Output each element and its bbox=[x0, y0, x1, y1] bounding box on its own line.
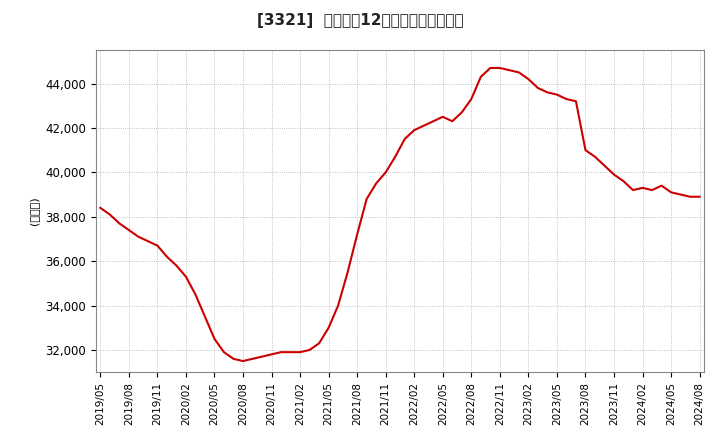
Text: [3321]  売上高の12か月移動合計の推移: [3321] 売上高の12か月移動合計の推移 bbox=[257, 13, 463, 28]
Y-axis label: (百万円): (百万円) bbox=[30, 197, 40, 225]
